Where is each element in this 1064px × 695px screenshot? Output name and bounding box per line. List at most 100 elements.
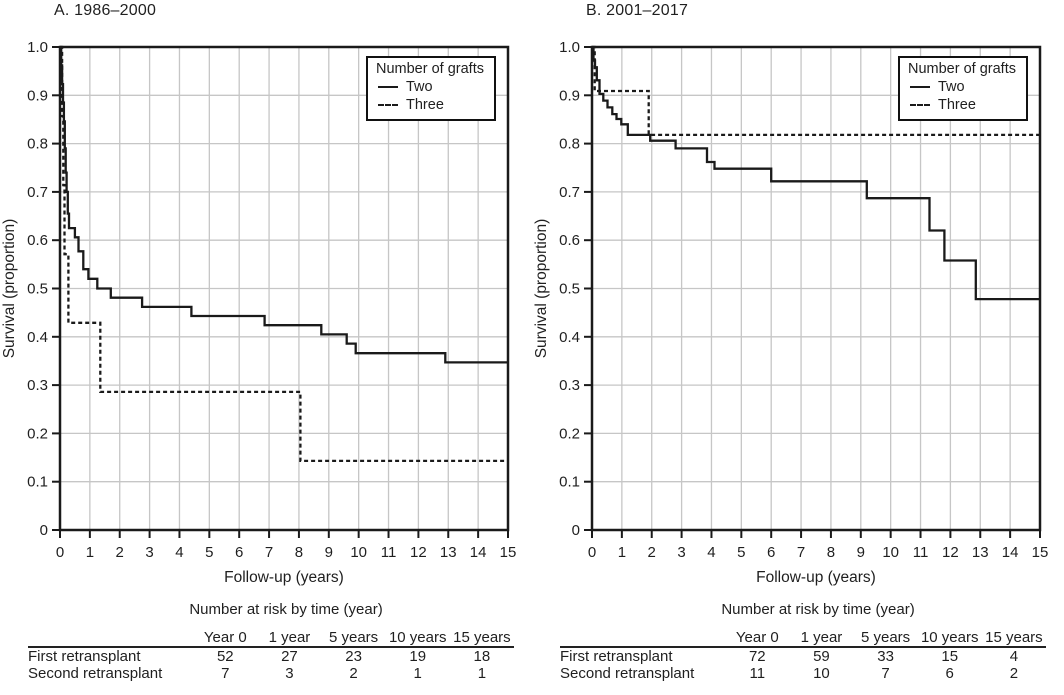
risk-table-column-header: 5 years	[328, 629, 379, 646]
panel-a-chart-area: 0 0.1 0.2 0.3 0.4 0.5 0.6 0.7 0.8 0.9 1.0 0 1 2 3 4 5 6 7 8…	[0, 30, 532, 590]
x-tick-label: 0	[56, 544, 64, 561]
x-axis-title: Follow-up (years)	[224, 569, 344, 586]
x-tick-label: 5	[205, 544, 213, 561]
panel-b: B. 2001–2017 0 0.1 0.2 0.3 0.4 0.5 0.6 0.7 0.8 0.…	[532, 0, 1064, 695]
x-tick-label: 3	[145, 544, 153, 561]
legend-item-two: Two	[376, 78, 484, 96]
risk-table-column-header: 15 years	[985, 629, 1043, 646]
legend-b: Number of grafts Two Three	[898, 56, 1028, 121]
x-tick-label: 9	[857, 544, 865, 561]
risk-count-cell: 2	[1009, 665, 1019, 682]
y-tick-label: 0	[40, 522, 48, 539]
legend-label-three: Three	[406, 97, 444, 113]
x-tick-label: 7	[797, 544, 805, 561]
x-tick-label: 3	[677, 544, 685, 561]
risk-table-row: Second retransplant 7 3 2 1 1	[28, 665, 514, 682]
solid-line-swatch	[910, 86, 930, 88]
y-tick-label: 1.0	[559, 39, 580, 56]
x-tick-label: 8	[827, 544, 835, 561]
survival-curve-two	[60, 45, 508, 364]
x-tick-label: 4	[707, 544, 715, 561]
y-tick-label: 0.1	[27, 474, 48, 491]
x-tick-label: 12	[410, 544, 427, 561]
legend-label-three: Three	[938, 97, 976, 113]
y-tick-label: 0.2	[27, 425, 48, 442]
risk-count-cell: 59	[813, 648, 830, 665]
risk-count-cell: 19	[409, 648, 427, 665]
y-tick-label: 0.4	[27, 329, 48, 346]
panel-b-chart-area: 0 0.1 0.2 0.3 0.4 0.5 0.6 0.7 0.8 0.9 1.0 0 1 2 3 4 5 6 7 8…	[532, 30, 1064, 590]
risk-count-cell: 52	[216, 648, 234, 665]
x-tick-label: 8	[295, 544, 303, 561]
risk-count-cell: 7	[221, 665, 230, 682]
risk-table-column-header: 1 year	[268, 629, 311, 646]
survival-curve-three	[592, 45, 1040, 137]
risk-table-row: First retransplant 72 59 33 15 4	[560, 647, 1046, 665]
x-tick-label: 10	[350, 544, 367, 561]
risk-count-cell: 2	[349, 665, 358, 682]
x-tick-label: 1	[618, 544, 626, 561]
risk-count-cell: 11	[749, 665, 766, 682]
risk-row-label: First retransplant	[28, 648, 141, 665]
legend-item-three: Three	[908, 96, 1016, 114]
legend-title: Number of grafts	[908, 61, 1016, 77]
risk-count-cell: 10	[813, 665, 830, 682]
y-tick-label: 0.3	[559, 377, 580, 394]
risk-table-title: Number at risk by time (year)	[189, 601, 383, 618]
x-tick-label: 2	[648, 544, 656, 561]
panel-a: A. 1986–2000 0 0.1 0.2 0.3 0.4 0.5 0.6 0.7 0.8 0.…	[0, 2, 532, 682]
y-tick-label: 0.6	[27, 232, 48, 249]
x-axis-title: Follow-up (years)	[756, 569, 876, 586]
x-tick-label: 12	[942, 544, 959, 561]
y-tick-label: 1.0	[27, 39, 48, 56]
risk-row-label: Second retransplant	[560, 665, 695, 682]
y-tick-label: 0.4	[559, 329, 580, 346]
panel-b-title: B. 2001–2017	[586, 2, 689, 19]
risk-table-column-header: Year 0	[735, 629, 779, 646]
legend-a: Number of grafts Two Three	[366, 56, 496, 121]
number-at-risk-table: Year 0 1 year 5 years 10 years 15 years First…	[28, 629, 514, 682]
y-tick-label: 0.2	[559, 425, 580, 442]
risk-table-column-header: 15 years	[453, 629, 511, 646]
risk-count-cell: 3	[285, 665, 294, 682]
x-tick-label: 15	[500, 544, 517, 561]
risk-table-row: First retransplant 52 27 23 19 18	[28, 647, 514, 665]
y-tick-label: 0.6	[559, 232, 580, 249]
x-tick-label: 6	[767, 544, 775, 561]
risk-count-cell: 7	[881, 665, 890, 682]
panel-a-title: A. 1986–2000	[54, 2, 157, 19]
solid-line-swatch	[378, 86, 398, 88]
risk-table-title: Number at risk by time (year)	[721, 601, 915, 618]
risk-table-column-header: Year 0	[203, 629, 247, 646]
risk-count-cell: 1	[477, 665, 487, 682]
risk-table-column-header: 10 years	[920, 629, 979, 646]
legend-label-two: Two	[406, 79, 433, 95]
risk-count-cell: 33	[877, 648, 894, 665]
x-tick-label: 9	[325, 544, 333, 561]
risk-table-row: Second retransplant 11 10 7 6 2	[560, 665, 1046, 682]
x-tick-label: 14	[470, 544, 487, 561]
y-axis-title: Survival (proportion)	[1, 219, 18, 359]
survival-curve-three	[60, 45, 508, 463]
risk-row-label: First retransplant	[560, 648, 673, 665]
dashed-line-swatch	[910, 104, 930, 106]
risk-table-block-a: Number at risk by time (year) Year 0 1 ye…	[28, 601, 514, 682]
x-tick-label: 11	[913, 544, 929, 561]
plot-frame	[58, 45, 510, 532]
risk-table-column-header: 10 years	[388, 629, 447, 646]
y-tick-label: 0.7	[27, 184, 48, 201]
dashed-line-swatch	[378, 104, 398, 106]
risk-row-label: Second retransplant	[28, 665, 163, 682]
legend-title: Number of grafts	[376, 61, 484, 77]
risk-table-block-b: Number at risk by time (year) Year 0 1 ye…	[560, 601, 1046, 682]
plot-frame	[590, 45, 1042, 532]
x-tick-label: 1	[86, 544, 94, 561]
risk-table-corner	[560, 629, 725, 647]
y-tick-label: 0.8	[27, 136, 48, 153]
x-tick-label: 6	[235, 544, 243, 561]
y-tick-label: 0.1	[559, 474, 580, 491]
risk-count-cell: 18	[473, 648, 491, 665]
y-tick-label: 0.8	[559, 136, 580, 153]
